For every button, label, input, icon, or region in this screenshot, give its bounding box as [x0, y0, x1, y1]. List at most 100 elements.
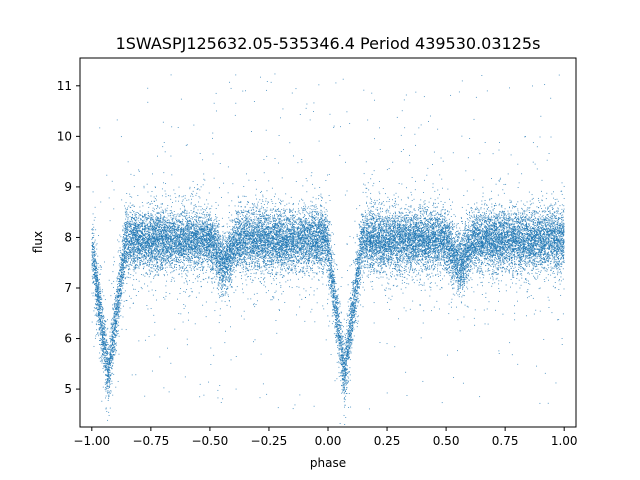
data-point: [558, 268, 560, 270]
data-point: [400, 251, 402, 253]
data-point: [494, 272, 496, 274]
data-point: [478, 216, 480, 218]
data-point: [541, 222, 543, 224]
data-point: [490, 261, 492, 263]
data-point: [128, 241, 130, 243]
data-point: [372, 247, 374, 249]
data-point: [129, 243, 131, 244]
data-point: [438, 257, 440, 259]
data-point: [295, 243, 297, 245]
data-point: [272, 263, 274, 265]
data-point: [327, 232, 329, 233]
data-point: [254, 233, 256, 235]
data-point: [462, 275, 464, 277]
data-point: [387, 259, 389, 261]
data-point: [397, 196, 399, 198]
data-point: [303, 220, 305, 222]
data-point: [562, 255, 564, 257]
data-point: [536, 253, 538, 255]
data-point: [391, 237, 393, 239]
data-point: [111, 331, 113, 333]
data-point: [405, 211, 407, 213]
data-point: [502, 232, 504, 234]
data-point: [216, 221, 218, 222]
data-point: [300, 237, 302, 239]
data-point: [512, 246, 514, 248]
data-point: [155, 258, 156, 260]
data-point: [97, 298, 99, 299]
data-point: [141, 248, 143, 250]
data-point: [315, 232, 317, 234]
data-point: [416, 236, 418, 238]
data-point: [484, 232, 486, 234]
data-point: [229, 278, 231, 280]
data-point: [233, 226, 235, 228]
data-point: [493, 265, 495, 267]
data-point: [222, 295, 224, 297]
data-points: [91, 73, 565, 425]
data-point: [246, 253, 248, 255]
data-point: [91, 229, 93, 230]
data-point: [92, 265, 94, 267]
data-point: [126, 230, 128, 232]
data-point: [467, 263, 469, 265]
data-point: [343, 344, 345, 346]
data-point: [112, 362, 114, 364]
data-point: [342, 358, 344, 360]
data-point: [460, 257, 462, 259]
data-point: [219, 234, 221, 236]
data-point: [115, 311, 117, 313]
data-point: [230, 277, 232, 279]
data-point: [365, 220, 367, 221]
data-point: [504, 221, 506, 222]
data-point: [277, 222, 279, 224]
data-point: [409, 238, 411, 240]
data-point: [279, 261, 281, 263]
data-point: [561, 227, 563, 229]
data-point: [474, 247, 476, 249]
data-point: [93, 258, 95, 260]
data-point: [508, 224, 510, 226]
data-point: [275, 235, 277, 237]
data-point: [322, 237, 324, 239]
data-point: [156, 274, 158, 276]
data-point: [264, 221, 266, 223]
data-point: [404, 265, 406, 267]
data-point: [526, 279, 528, 281]
data-point: [491, 247, 492, 249]
data-point: [533, 244, 535, 246]
data-point: [122, 265, 124, 267]
data-point: [200, 238, 202, 240]
data-point: [521, 270, 523, 272]
data-point: [394, 228, 396, 230]
data-point: [340, 346, 342, 348]
data-point: [256, 203, 258, 205]
data-point: [387, 248, 389, 250]
data-point: [530, 243, 532, 245]
data-point: [312, 263, 314, 265]
data-point: [541, 231, 542, 232]
data-point: [476, 230, 478, 232]
data-point: [441, 240, 443, 242]
data-point: [117, 301, 119, 303]
data-point: [210, 347, 212, 349]
data-point: [506, 258, 508, 260]
data-point: [378, 216, 380, 218]
data-point: [523, 263, 525, 265]
data-point: [136, 231, 138, 233]
data-point: [202, 229, 204, 231]
data-point: [427, 265, 428, 267]
data-point: [343, 373, 345, 375]
data-point: [313, 250, 315, 252]
data-point: [449, 227, 451, 228]
data-point: [556, 252, 558, 254]
data-point: [558, 231, 560, 233]
data-point: [547, 224, 548, 226]
data-point: [323, 267, 325, 269]
data-point: [538, 218, 539, 220]
data-point: [235, 250, 237, 252]
data-point: [442, 231, 444, 232]
data-point: [309, 225, 311, 227]
data-point: [141, 232, 143, 234]
data-point: [381, 244, 383, 246]
